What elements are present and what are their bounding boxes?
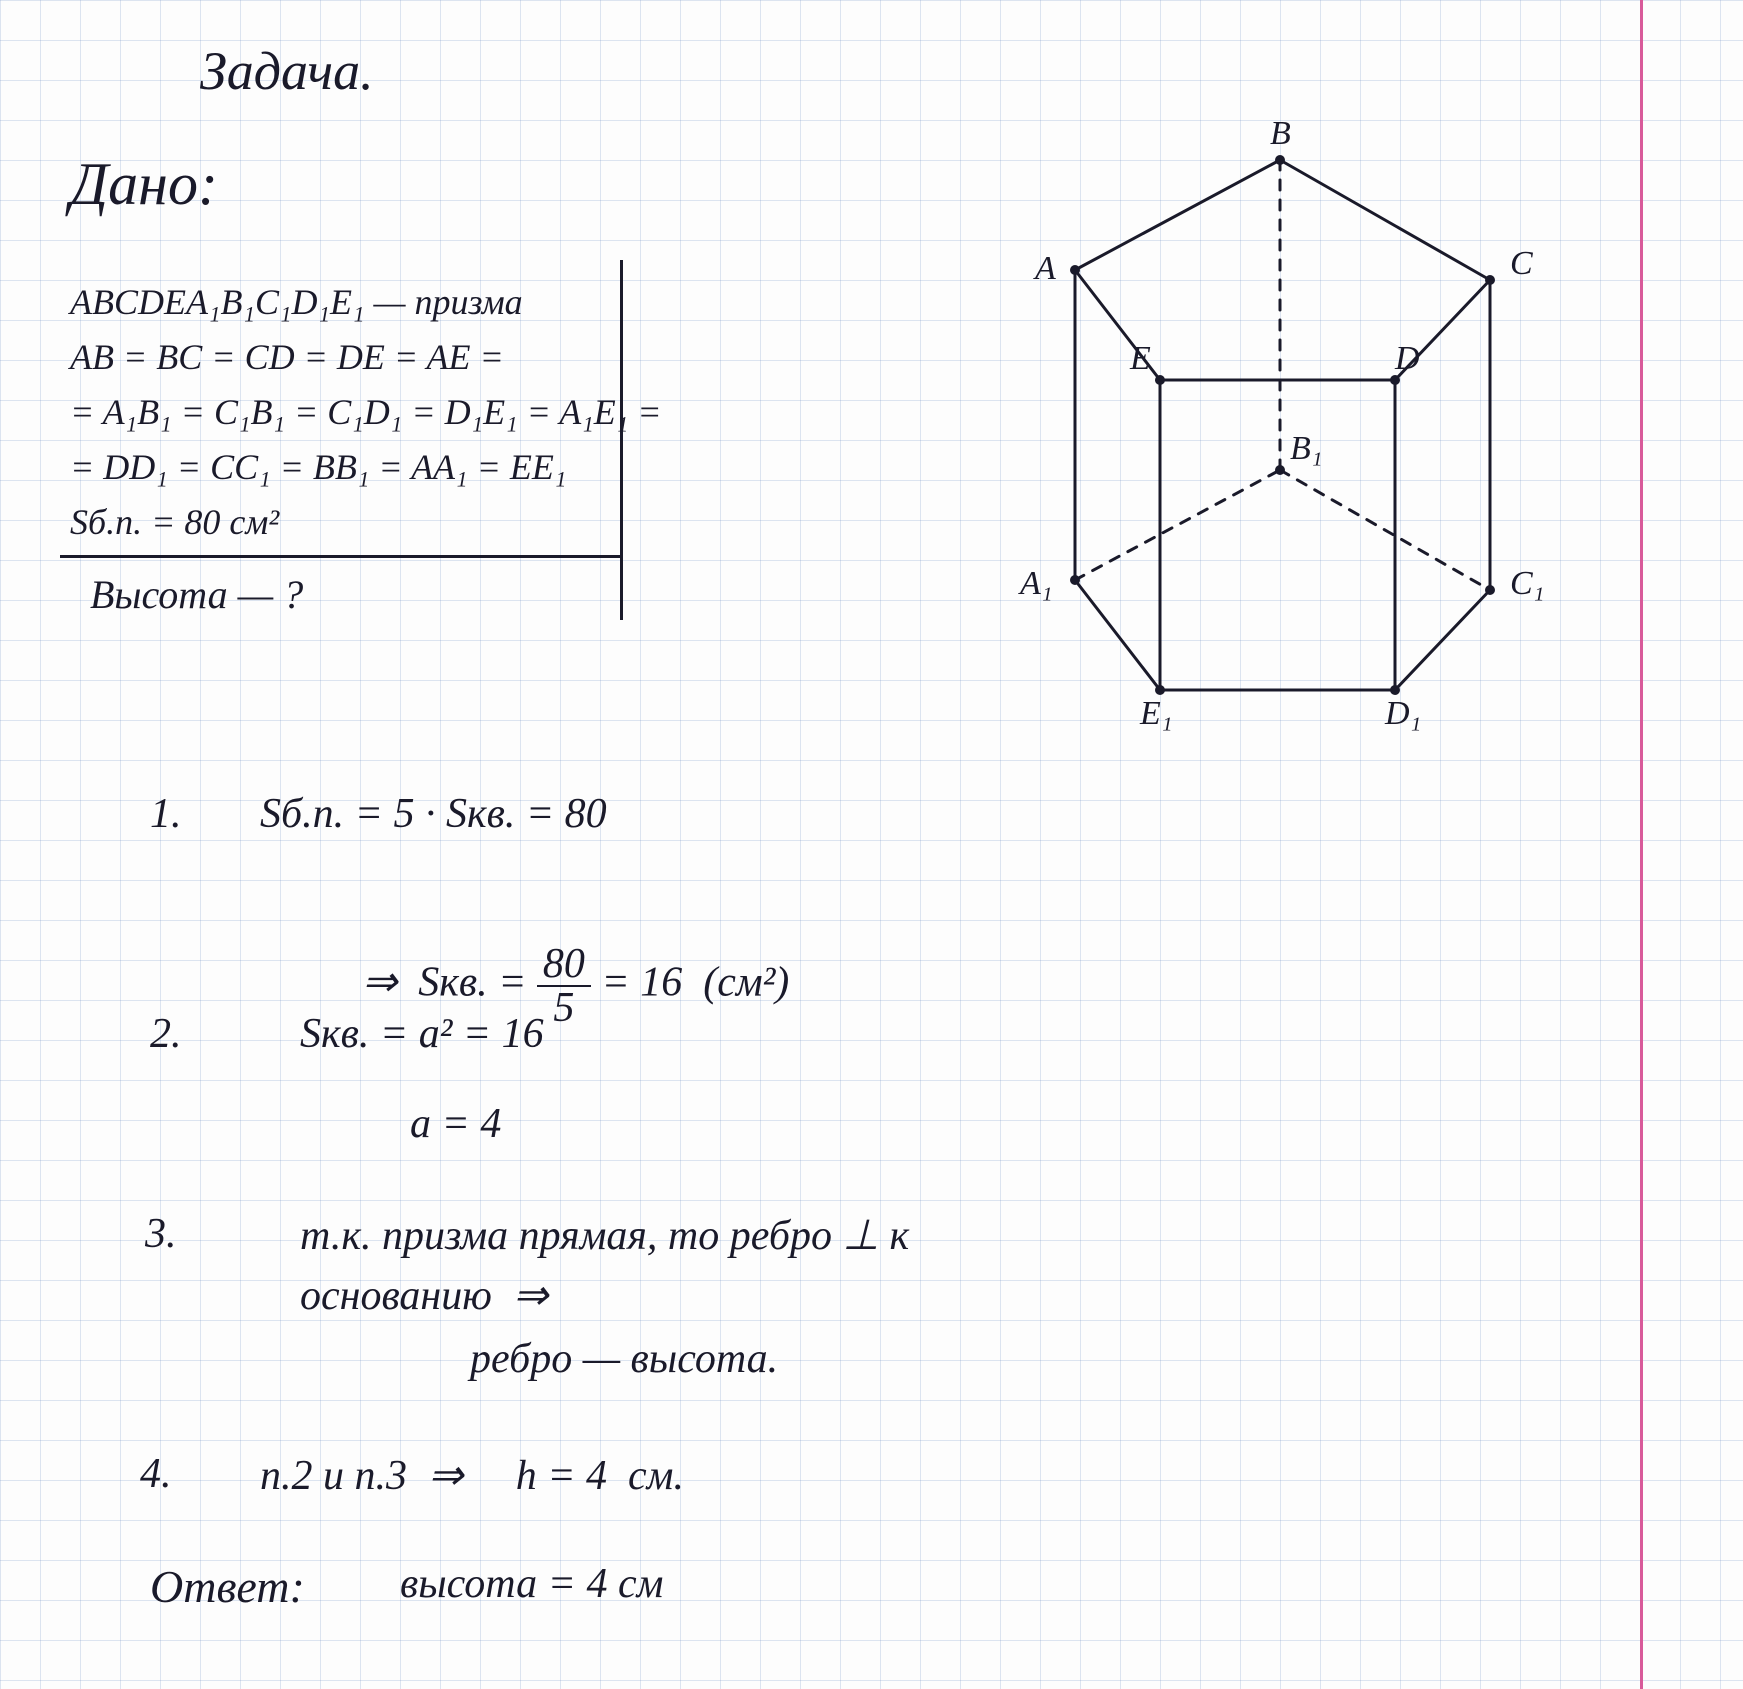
step-3-line-1: т.к. призма прямая, то ребро ⊥ к (300, 1210, 909, 1260)
given-line-1: ABCDEA₁B₁C₁D₁E₁ — призма (70, 280, 523, 325)
step-3-line-3: ребро — высота. (470, 1335, 778, 1383)
step-1-number: 1. (150, 790, 182, 838)
step-1-line-2-suffix: = 16 (см²) (591, 960, 789, 1006)
vertex-label-A: A (1035, 250, 1056, 288)
step-4-line-1: п.2 и п.3 ⇒ h = 4 см. (260, 1450, 684, 1500)
problem-title: Задача. (200, 40, 374, 102)
step-2-number: 2. (150, 1010, 182, 1058)
step-1-line-1: Sб.п. = 5 · Sкв. = 80 (260, 790, 607, 838)
step-3-number: 3. (145, 1210, 177, 1258)
given-line-3: = A₁B₁ = C₁B₁ = C₁D₁ = D₁E₁ = A₁E₁ = (70, 390, 662, 435)
step-2-line-1: Sкв. = a² = 16 (300, 1010, 544, 1058)
vertex-label-E1: E₁ (1140, 695, 1173, 733)
given-heading: Дано: (70, 150, 218, 219)
page-content: Задача. Дано: ABCDEA₁B₁C₁D₁E₁ — призма A… (0, 0, 1743, 1689)
step-2-line-2: a = 4 (410, 1100, 501, 1148)
answer-label: Ответ: (150, 1560, 305, 1613)
given-horizontal-rule (60, 555, 620, 558)
vertex-label-B: B (1270, 115, 1291, 153)
given-vertical-rule (620, 260, 623, 620)
given-line-5: Sб.п. = 80 см² (70, 500, 279, 545)
vertex-label-B1: B₁ (1290, 430, 1323, 468)
step-1-fraction: 805 (537, 943, 591, 1029)
given-line-4: = DD₁ = CC₁ = BB₁ = AA₁ = EE₁ (70, 445, 566, 490)
given-line-2: AB = BC = CD = DE = AE = (70, 335, 504, 380)
prism-diagram (1000, 120, 1560, 740)
step-1-line-2-prefix: ⇒ Sкв. = (362, 960, 537, 1006)
vertex-label-E: E (1130, 340, 1151, 378)
step-3-line-2: основанию ⇒ (300, 1270, 548, 1320)
vertex-label-C1: C₁ (1510, 565, 1545, 603)
step-4-number: 4. (140, 1450, 172, 1498)
given-question: Высота — ? (90, 570, 303, 620)
vertex-label-D1: D₁ (1385, 695, 1421, 733)
vertex-label-C: C (1510, 245, 1533, 283)
vertex-label-A1: A₁ (1020, 565, 1053, 603)
vertex-label-D: D (1395, 340, 1420, 378)
answer-text: высота = 4 см (400, 1560, 663, 1608)
